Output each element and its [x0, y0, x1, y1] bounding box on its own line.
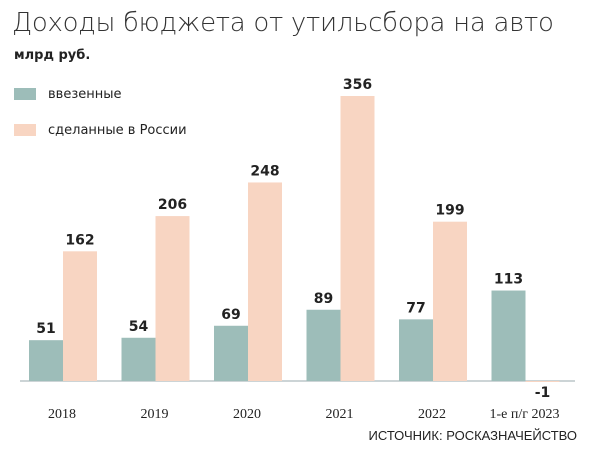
legend-swatch-domestic: [14, 124, 36, 136]
bar-imported-5: [491, 290, 526, 381]
legend-item-imported: ввезенные: [14, 84, 187, 104]
x-tick-label-3: 2021: [326, 407, 354, 422]
bar-domestic-0: [63, 251, 97, 381]
legend-label-domestic: сделанные в России: [48, 122, 187, 138]
x-tick-label-1: 2019: [141, 407, 169, 422]
bar-imported-2: [214, 325, 248, 381]
bar-domestic-1: [155, 216, 190, 381]
bar-domestic-4: [433, 221, 467, 381]
data-label-imported-1: 54: [129, 319, 149, 335]
legend-label-imported: ввезенные: [48, 86, 122, 102]
bar-imported-0: [29, 340, 63, 381]
data-label-imported-2: 69: [221, 307, 240, 323]
data-label-imported-0: 51: [36, 321, 55, 337]
chart-subtitle: млрд руб.: [14, 48, 91, 63]
data-label-domestic-4: 199: [435, 203, 464, 219]
data-label-domestic-0: 162: [65, 232, 94, 248]
data-label-domestic-3: 356: [343, 77, 372, 93]
bar-domestic-5: [525, 381, 560, 382]
data-label-domestic-1: 206: [158, 197, 187, 213]
data-label-imported-4: 77: [406, 300, 425, 316]
data-label-domestic-2: 248: [250, 163, 279, 179]
source-note: ИСТОЧНИК: РОСКАЗНАЧЕЙСТВО: [368, 428, 577, 443]
x-tick-label-2: 2020: [233, 407, 261, 422]
data-label-imported-5: 113: [494, 272, 523, 288]
x-tick-label-5: 1-е п/г 2023: [490, 407, 560, 422]
legend: ввезенные сделанные в России: [14, 84, 187, 156]
data-label-imported-3: 89: [314, 291, 333, 307]
legend-swatch-imported: [14, 88, 36, 100]
x-tick-label-4: 2022: [418, 407, 446, 422]
x-tick-label-0: 2018: [48, 407, 76, 422]
data-label-domestic-5: -1: [535, 385, 551, 401]
chart-title: Доходы бюджета от утильсбора на авто: [12, 8, 554, 38]
bar-imported-1: [121, 337, 156, 381]
bar-imported-3: [306, 309, 341, 381]
bar-domestic-2: [248, 182, 282, 381]
bar-imported-4: [399, 319, 433, 381]
bar-domestic-3: [340, 96, 375, 381]
legend-item-domestic: сделанные в России: [14, 120, 187, 140]
